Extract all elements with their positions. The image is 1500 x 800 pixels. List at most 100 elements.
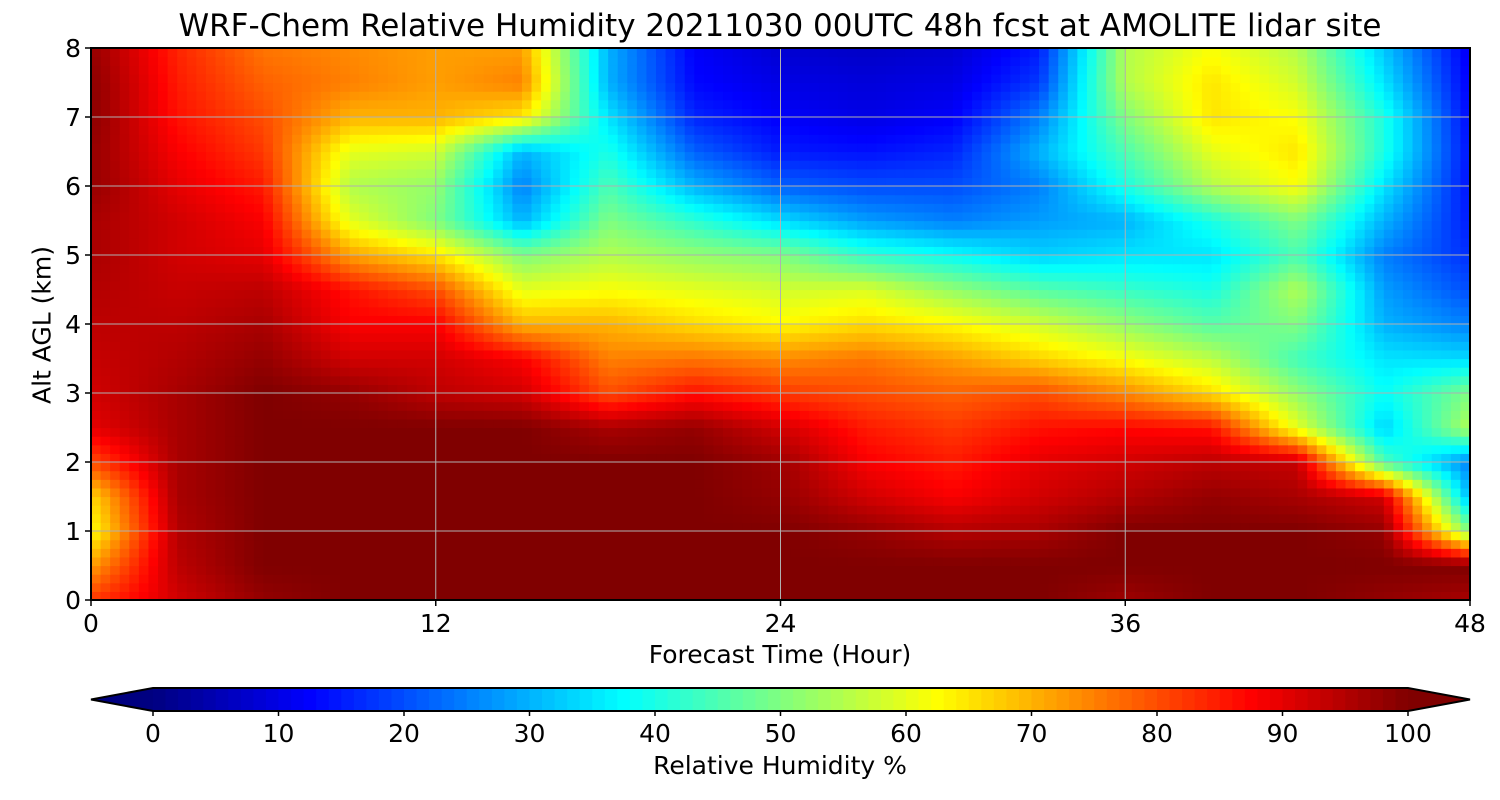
- heatmap-cell: [1173, 513, 1184, 523]
- heatmap-cell: [196, 324, 207, 334]
- heatmap-cell: [1173, 349, 1184, 360]
- heatmap-cell: [713, 298, 724, 308]
- heatmap-cell: [129, 462, 140, 472]
- heatmap-cell: [1355, 349, 1366, 360]
- heatmap-cell: [407, 574, 418, 584]
- heatmap-cell: [1211, 358, 1222, 368]
- heatmap-cell: [330, 505, 341, 515]
- heatmap-cell: [215, 358, 226, 368]
- heatmap-cell: [646, 496, 657, 506]
- heatmap-cell: [1019, 479, 1031, 489]
- heatmap-cell: [177, 539, 188, 549]
- heatmap-cell: [588, 332, 600, 342]
- heatmap-cell: [272, 315, 284, 325]
- heatmap-cell: [1230, 548, 1241, 558]
- heatmap-cell: [158, 531, 169, 541]
- heatmap-cell: [1039, 479, 1050, 489]
- heatmap-cell: [617, 341, 628, 351]
- heatmap-cell: [435, 418, 446, 429]
- heatmap-cell: [234, 358, 245, 368]
- heatmap-cell: [282, 393, 293, 403]
- heatmap-cell: [579, 470, 590, 480]
- heatmap-cell: [742, 349, 753, 360]
- heatmap-cell: [1211, 349, 1222, 360]
- heatmap-cell: [675, 470, 686, 480]
- heatmap-cell: [636, 496, 648, 506]
- heatmap-cell: [1125, 591, 1136, 600]
- heatmap-cell: [1288, 341, 1299, 351]
- heatmap-cell: [876, 513, 887, 523]
- heatmap-cell: [541, 548, 552, 558]
- heatmap-cell: [368, 462, 379, 472]
- heatmap-cell: [770, 513, 782, 523]
- heatmap-cell: [253, 444, 264, 454]
- heatmap-cell: [550, 306, 561, 316]
- heatmap-cell: [502, 436, 513, 446]
- heatmap-cell: [1106, 427, 1117, 437]
- heatmap-cell: [1163, 513, 1174, 523]
- heatmap-cell: [1268, 556, 1280, 567]
- heatmap-cell: [301, 574, 312, 584]
- heatmap-cell: [493, 393, 504, 403]
- heatmap-cell: [91, 496, 102, 506]
- heatmap-cell: [167, 496, 178, 506]
- heatmap-cell: [1077, 522, 1088, 532]
- heatmap-cell: [263, 358, 274, 368]
- heatmap-cell: [1000, 556, 1011, 567]
- heatmap-cell: [282, 332, 293, 342]
- heatmap-cell: [225, 556, 236, 567]
- heatmap-cell: [569, 539, 580, 549]
- heatmap-cell: [1297, 479, 1308, 489]
- heatmap-cell: [205, 393, 217, 403]
- heatmap-cell: [263, 315, 274, 325]
- heatmap-cell: [933, 358, 944, 368]
- heatmap-cell: [608, 513, 619, 523]
- heatmap-cell: [1182, 496, 1193, 506]
- heatmap-cell: [933, 375, 944, 385]
- heatmap-cell: [694, 582, 705, 592]
- heatmap-cell: [1106, 513, 1117, 523]
- heatmap-cell: [770, 410, 782, 420]
- heatmap-cell: [502, 393, 513, 403]
- heatmap-cell: [1048, 315, 1059, 325]
- heatmap-cell: [1221, 462, 1232, 472]
- heatmap-cell: [837, 574, 849, 584]
- heatmap-cell: [1163, 548, 1174, 558]
- heatmap-cell: [550, 341, 561, 351]
- heatmap-cell: [301, 565, 312, 575]
- heatmap-cell: [1201, 582, 1213, 592]
- heatmap-cell: [598, 444, 609, 454]
- heatmap-cell: [914, 556, 925, 567]
- heatmap-cell: [1221, 384, 1232, 394]
- heatmap-cell: [675, 393, 686, 403]
- heatmap-cell: [474, 418, 485, 429]
- heatmap-cell: [368, 470, 379, 480]
- heatmap-cell: [1201, 427, 1213, 437]
- heatmap-cell: [301, 556, 312, 567]
- heatmap-cell: [1278, 522, 1289, 532]
- heatmap-cell: [885, 375, 897, 385]
- heatmap-cell: [665, 306, 676, 316]
- heatmap-cell: [1173, 548, 1184, 558]
- heatmap-cell: [675, 539, 686, 549]
- heatmap-cell: [119, 505, 130, 515]
- heatmap-cell: [301, 436, 312, 446]
- heatmap-cell: [684, 410, 695, 420]
- heatmap-cell: [809, 436, 820, 446]
- heatmap-cell: [359, 418, 370, 429]
- heatmap-cell: [991, 332, 1002, 342]
- heatmap-cell: [866, 358, 877, 368]
- heatmap-cell: [943, 505, 954, 515]
- heatmap-cell: [1067, 375, 1078, 385]
- heatmap-cell: [1431, 401, 1442, 411]
- heatmap-cell: [1201, 401, 1213, 411]
- heatmap-cell: [579, 341, 590, 351]
- heatmap-cell: [943, 358, 954, 368]
- heatmap-cell: [952, 453, 964, 463]
- heatmap-cell: [723, 539, 734, 549]
- heatmap-cell: [952, 505, 964, 515]
- heatmap-cell: [981, 410, 992, 420]
- heatmap-cell: [1450, 384, 1462, 394]
- heatmap-cell: [579, 479, 590, 489]
- heatmap-cell: [1288, 367, 1299, 377]
